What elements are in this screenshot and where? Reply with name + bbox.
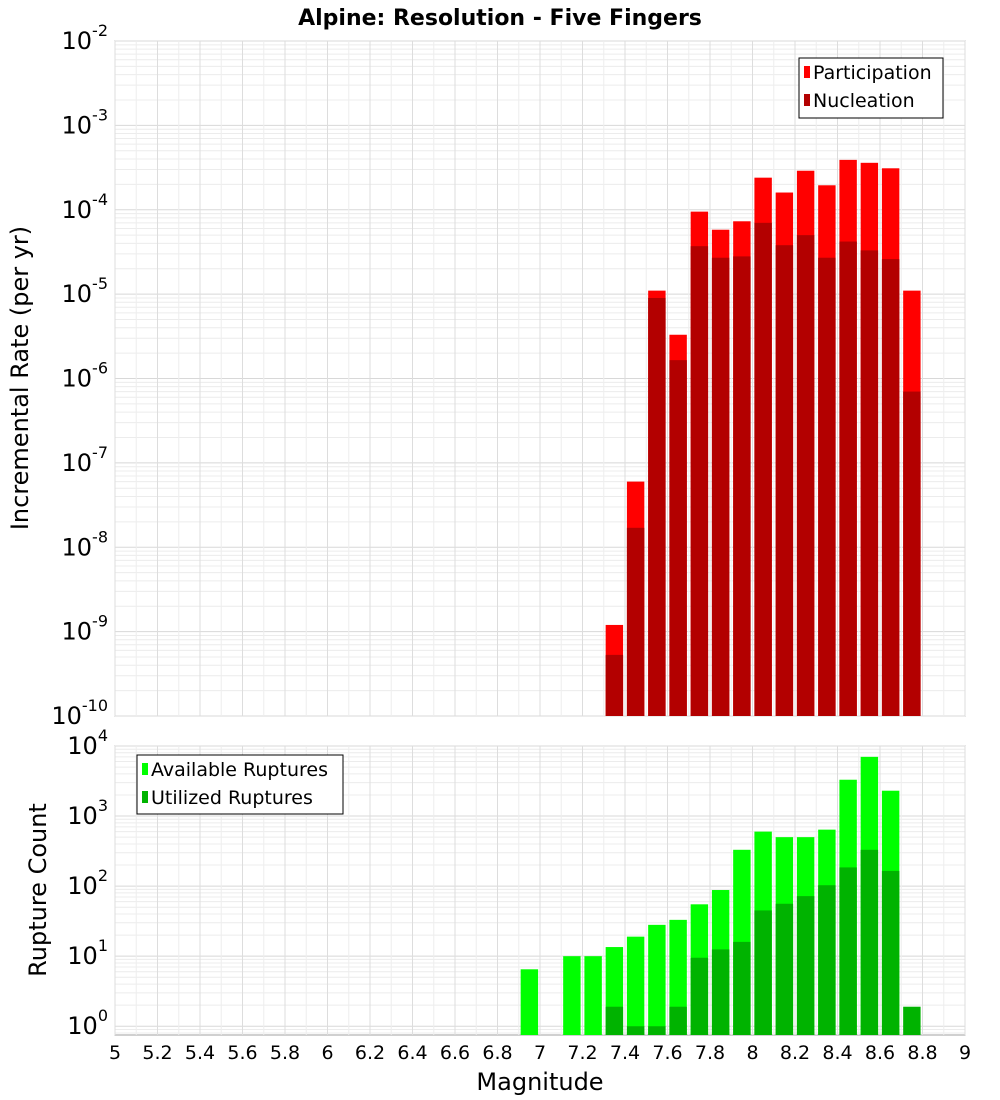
top-bar-secondary (903, 391, 921, 716)
top-bar-secondary (796, 235, 815, 716)
bottom-bar-primary (563, 956, 581, 1035)
y-tick-label: 100 (67, 1006, 108, 1040)
legend-swatch (804, 94, 810, 106)
legend-label: Utilized Ruptures (151, 787, 313, 809)
top-bar-secondary (839, 241, 857, 717)
legend-box (136, 754, 344, 815)
x-tick-label: 7 (534, 1042, 546, 1064)
x-tick-label: 9 (959, 1042, 971, 1064)
legend-label: Available Ruptures (151, 759, 328, 781)
legend-label: Participation (813, 62, 932, 84)
top-bar-secondary (711, 257, 730, 716)
top-bar-secondary (626, 527, 645, 716)
top-y-axis-label: Incremental Rate (per yr) (6, 226, 34, 530)
x-axis-label: Magnitude (476, 1068, 603, 1096)
bottom-bar-secondary (775, 903, 794, 1035)
x-tick-label: 8 (746, 1042, 758, 1064)
y-tick-label: 10-7 (62, 443, 109, 477)
top-bar-secondary (690, 246, 709, 716)
bottom-panel: 100 101 102 103 104 Rupture Count Available … (24, 726, 966, 1040)
top-bar-secondary (648, 297, 666, 716)
top-legend: Participation Nucleation (798, 57, 944, 119)
bottom-bar-primary (648, 924, 666, 1035)
x-tick-label: 7.6 (652, 1042, 682, 1064)
bottom-bar-secondary (860, 849, 879, 1035)
top-grid (114, 40, 966, 717)
bottom-bar-secondary (711, 949, 730, 1035)
bottom-y-ticks: 100 101 102 103 104 (67, 726, 108, 1040)
top-bar-secondary (881, 259, 900, 716)
bottom-bar-secondary (733, 941, 751, 1035)
top-panel: 10-10 10-9 10-8 10-7 10-6 10-5 10-4 10-3 10-2 In… (6, 21, 966, 730)
bottom-bar-secondary (796, 896, 815, 1035)
x-tick-label: 7.8 (695, 1042, 725, 1064)
x-tick-label: 6.8 (482, 1042, 512, 1064)
y-tick-label: 10-5 (62, 274, 109, 308)
y-tick-label: 10-2 (62, 21, 109, 55)
legend-swatch (142, 791, 148, 803)
bottom-bar-secondary (818, 885, 836, 1035)
top-bar-secondary (775, 245, 794, 717)
x-tick-label: 6.4 (397, 1042, 427, 1064)
x-tick-label: 8.4 (822, 1042, 852, 1064)
y-tick-label: 101 (67, 936, 108, 970)
y-tick-label: 10-4 (62, 190, 109, 224)
x-ticks: 5 5.2 5.4 5.6 5.8 6 6.2 6.4 6.6 6.8 7 7.2 7.4 7.6 7.8 8… (109, 1042, 971, 1064)
bottom-bar-secondary (626, 1026, 645, 1035)
x-tick-label: 8.6 (865, 1042, 895, 1064)
bottom-bar-primary (626, 936, 645, 1035)
x-tick-label: 5 (109, 1042, 121, 1064)
bottom-bar-secondary (648, 1026, 666, 1035)
bottom-bar-primary (584, 956, 602, 1035)
legend-swatch (142, 763, 148, 775)
bottom-bar-secondary (903, 1006, 921, 1035)
top-y-ticks: 10-10 10-9 10-8 10-7 10-6 10-5 10-4 10-3 10-2 (51, 21, 108, 730)
y-tick-label: 103 (67, 796, 108, 830)
x-tick-label: 6 (321, 1042, 333, 1064)
x-tick-label: 6.2 (355, 1042, 385, 1064)
y-tick-label: 10-9 (62, 612, 109, 646)
legend-box (798, 57, 944, 119)
y-tick-label: 10-10 (51, 696, 108, 730)
bottom-bar-secondary (690, 957, 709, 1035)
top-bar-secondary (605, 654, 624, 716)
bottom-y-axis-label: Rupture Count (24, 803, 52, 977)
x-tick-label: 8.2 (780, 1042, 810, 1064)
x-tick-label: 7.4 (610, 1042, 640, 1064)
top-bar-secondary (733, 256, 751, 716)
bottom-legend: Available Ruptures Utilized Ruptures (136, 754, 344, 815)
y-tick-label: 10-8 (62, 527, 109, 561)
bottom-bar-secondary (605, 1006, 624, 1035)
bottom-bar-primary (520, 969, 539, 1035)
bottom-bar-primary (669, 919, 687, 1035)
legend-label: Nucleation (813, 90, 915, 112)
chart-title: Alpine: Resolution - Five Fingers (298, 6, 702, 31)
bottom-bars (520, 756, 921, 1035)
x-tick-label: 5.4 (185, 1042, 215, 1064)
x-tick-label: 5.2 (142, 1042, 172, 1064)
top-bars (605, 159, 921, 717)
top-bar-secondary (669, 360, 687, 716)
y-tick-label: 10-3 (62, 105, 109, 139)
bottom-bar-secondary (881, 870, 900, 1035)
bottom-bar-secondary (669, 1006, 687, 1035)
bottom-bar-secondary (839, 867, 857, 1035)
y-tick-label: 10-6 (62, 359, 109, 393)
y-tick-label: 104 (67, 726, 108, 760)
y-tick-label: 102 (67, 866, 108, 900)
x-tick-label: 5.8 (270, 1042, 300, 1064)
x-tick-label: 5.6 (227, 1042, 257, 1064)
legend-swatch (804, 66, 810, 78)
x-tick-label: 6.6 (440, 1042, 470, 1064)
top-bar-secondary (860, 250, 879, 717)
x-tick-label: 7.2 (567, 1042, 597, 1064)
top-bar-secondary (818, 257, 836, 716)
bottom-bar-secondary (754, 910, 772, 1035)
x-tick-label: 8.8 (907, 1042, 937, 1064)
top-bar-secondary (754, 222, 772, 716)
